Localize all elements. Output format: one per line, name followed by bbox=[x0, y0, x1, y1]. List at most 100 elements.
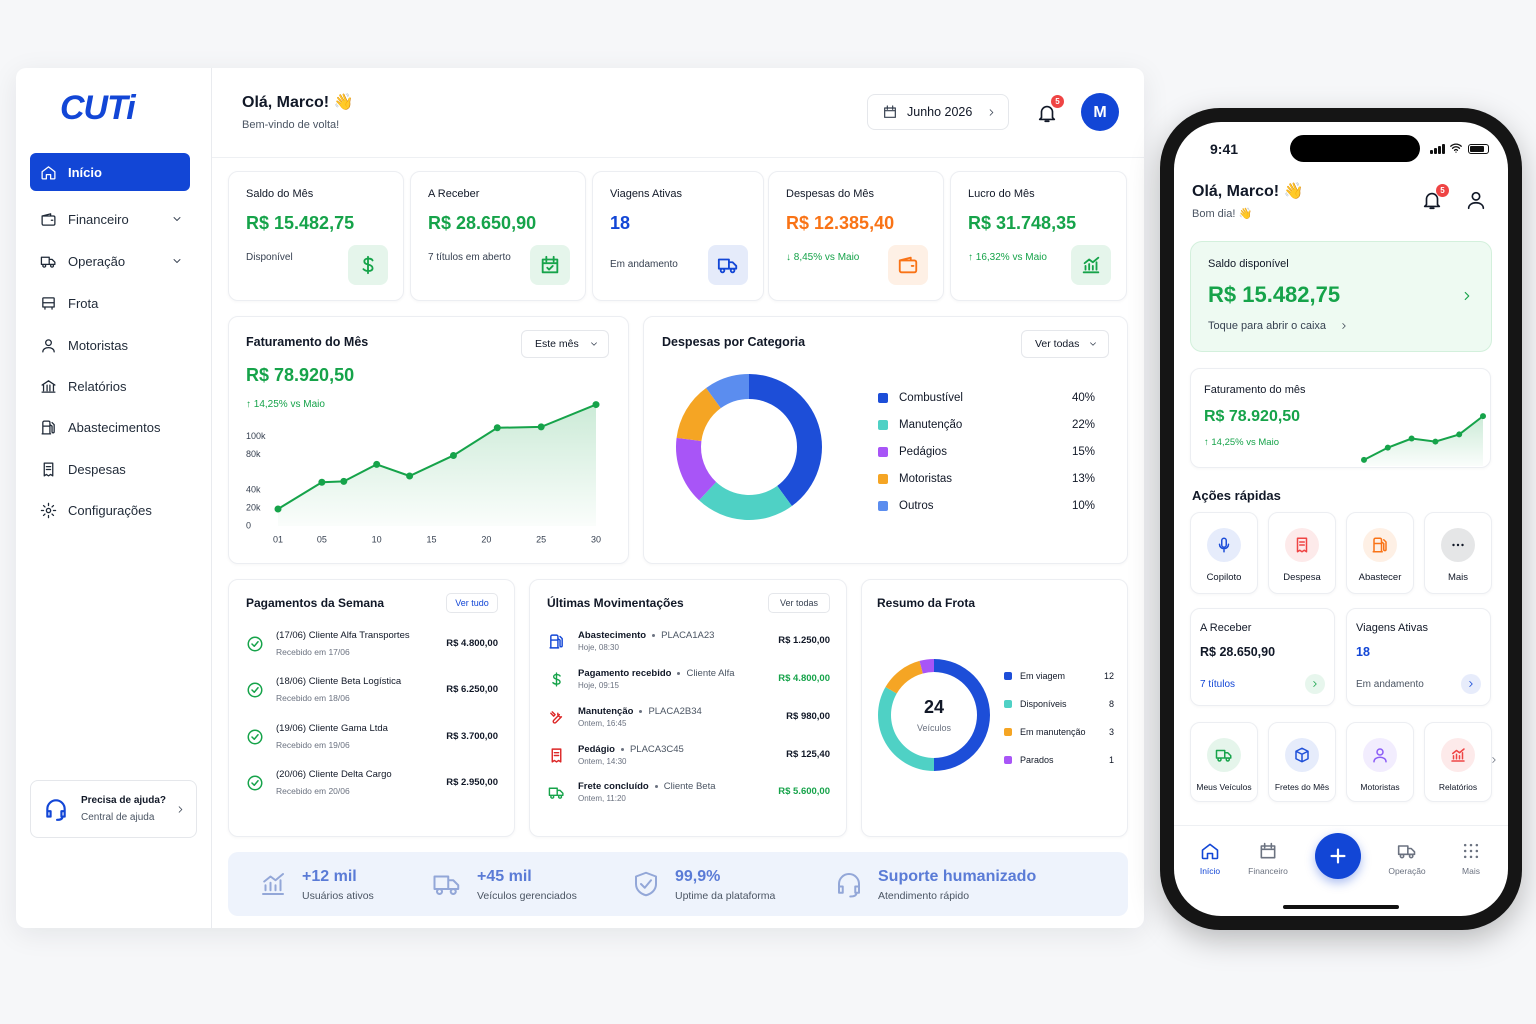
icon-shape bbox=[1450, 143, 1462, 153]
icon-circle bbox=[1207, 528, 1241, 562]
shortcut[interactable] bbox=[1424, 722, 1492, 802]
icon bbox=[1397, 845, 1416, 859]
payment-subtitle: Recebido em 18/06 bbox=[276, 692, 350, 703]
shortcut[interactable] bbox=[1190, 722, 1258, 802]
legend-label: Pedágios bbox=[899, 445, 947, 458]
movement-time: Ontem, 16:45 bbox=[578, 719, 627, 728]
quick-action[interactable] bbox=[1424, 512, 1492, 594]
payment-amount: R$ 2.950,00 bbox=[446, 777, 498, 788]
icon bbox=[178, 805, 182, 813]
greeting: Olá, Marco! 👋 bbox=[242, 93, 354, 111]
notification-badge bbox=[1436, 184, 1449, 197]
icon-shape bbox=[898, 256, 918, 274]
mini-title: Faturamento do mês bbox=[1204, 384, 1306, 396]
card-title: Despesas por Categoria bbox=[662, 335, 806, 349]
legend-swatch bbox=[878, 474, 888, 484]
separator-dot bbox=[652, 633, 656, 637]
shortcut[interactable] bbox=[1346, 722, 1414, 802]
icon-shape bbox=[1260, 842, 1276, 859]
movement-amount: R$ 125,40 bbox=[786, 749, 830, 760]
movement-amount: R$ 4.800,00 bbox=[778, 673, 830, 684]
stat-label: Uptime da plataforma bbox=[675, 890, 776, 902]
notification-count: 5 bbox=[1440, 185, 1445, 195]
fleet-total-label: Veículos bbox=[916, 723, 952, 733]
icon-shape bbox=[1215, 749, 1232, 762]
separator-dot bbox=[620, 747, 624, 751]
movement-time: Ontem, 14:30 bbox=[578, 757, 627, 766]
payment-title: (17/06) Cliente Alfa Transportes bbox=[276, 630, 410, 641]
home-indicator bbox=[1283, 905, 1399, 909]
filter-button[interactable] bbox=[1021, 330, 1109, 358]
filter-button[interactable] bbox=[521, 330, 609, 358]
tab-label: Início bbox=[1199, 865, 1221, 876]
header-divider bbox=[212, 157, 1144, 158]
movement-title: Manutenção bbox=[578, 705, 634, 717]
stat-value: Suporte humanizado bbox=[878, 867, 1037, 885]
movement-time: Hoje, 09:15 bbox=[578, 681, 619, 690]
phone-subtitle: Bom dia! 👋 bbox=[1192, 208, 1253, 220]
icon bbox=[1464, 291, 1470, 301]
movement-amount: R$ 5.600,00 bbox=[778, 786, 830, 797]
movements-card bbox=[529, 579, 847, 837]
nav-item-active[interactable] bbox=[30, 153, 190, 191]
view-all-label: Ver todas bbox=[779, 598, 819, 608]
icon bbox=[1090, 342, 1096, 346]
help-subtitle: Central de ajuda bbox=[81, 811, 155, 823]
summary-label: Viagens Ativas bbox=[1356, 622, 1428, 634]
legend-swatch bbox=[1004, 672, 1012, 680]
icon-shape bbox=[1313, 681, 1317, 687]
payment-title: (20/06) Cliente Delta Cargo bbox=[276, 769, 392, 780]
summary-label: A Receber bbox=[1200, 622, 1252, 634]
icon-shape bbox=[1082, 256, 1100, 274]
legend-label: Em viagem bbox=[1020, 671, 1066, 681]
icon-shape bbox=[41, 296, 55, 310]
revenue-total: R$ 78.920,50 bbox=[246, 364, 355, 385]
icon-shape bbox=[173, 217, 181, 221]
icon bbox=[551, 671, 561, 687]
summary-card bbox=[1190, 608, 1335, 706]
legend-swatch bbox=[878, 420, 888, 430]
quick-action[interactable] bbox=[1268, 512, 1336, 594]
icon-shape bbox=[717, 258, 738, 274]
icon bbox=[1373, 748, 1387, 763]
greeting-subtitle: Bem-vindo de volta! bbox=[242, 119, 340, 131]
notification-badge bbox=[1051, 95, 1064, 108]
avatar[interactable] bbox=[1081, 93, 1119, 131]
icon bbox=[1423, 192, 1441, 210]
legend-value: 15% bbox=[1071, 445, 1095, 458]
period-selector[interactable] bbox=[867, 94, 1009, 130]
brand-logo: CUTi bbox=[60, 89, 136, 127]
icon bbox=[1038, 105, 1056, 123]
card-title: Faturamento do Mês bbox=[246, 335, 369, 349]
quick-action[interactable] bbox=[1346, 512, 1414, 594]
kpi-note: Disponível bbox=[246, 251, 293, 263]
movement-heading: Pagamento recebido Cliente Alfa bbox=[578, 666, 735, 680]
legend-swatch bbox=[1004, 700, 1012, 708]
legend-label: Disponíveis bbox=[1020, 699, 1067, 709]
icon bbox=[898, 256, 918, 274]
stats-strip bbox=[228, 852, 1128, 916]
balance-card[interactable] bbox=[1190, 241, 1492, 352]
icon-shape bbox=[40, 502, 56, 518]
icon-shape bbox=[551, 747, 561, 763]
view-all-button[interactable] bbox=[768, 593, 830, 613]
help-card[interactable] bbox=[30, 780, 197, 838]
icon bbox=[1469, 681, 1473, 687]
icon bbox=[591, 342, 597, 346]
movement-time: Hoje, 08:30 bbox=[578, 643, 619, 652]
sidebar-divider bbox=[211, 68, 212, 928]
icon bbox=[43, 461, 53, 477]
kpi-card bbox=[950, 171, 1127, 301]
kpi-card bbox=[410, 171, 586, 301]
movement-ref: PLACA2B34 bbox=[648, 705, 702, 717]
balance-value: R$ 15.482,75 bbox=[1208, 281, 1341, 307]
avatar-initial: M bbox=[1093, 103, 1107, 121]
view-all-button[interactable] bbox=[446, 593, 498, 613]
icon-shape bbox=[40, 165, 56, 180]
quick-action[interactable] bbox=[1190, 512, 1258, 594]
icon bbox=[1451, 748, 1465, 762]
icon-shape bbox=[1373, 748, 1387, 763]
icon bbox=[40, 212, 56, 226]
summary-card bbox=[1346, 608, 1491, 706]
kpi-icon-box bbox=[530, 245, 570, 285]
